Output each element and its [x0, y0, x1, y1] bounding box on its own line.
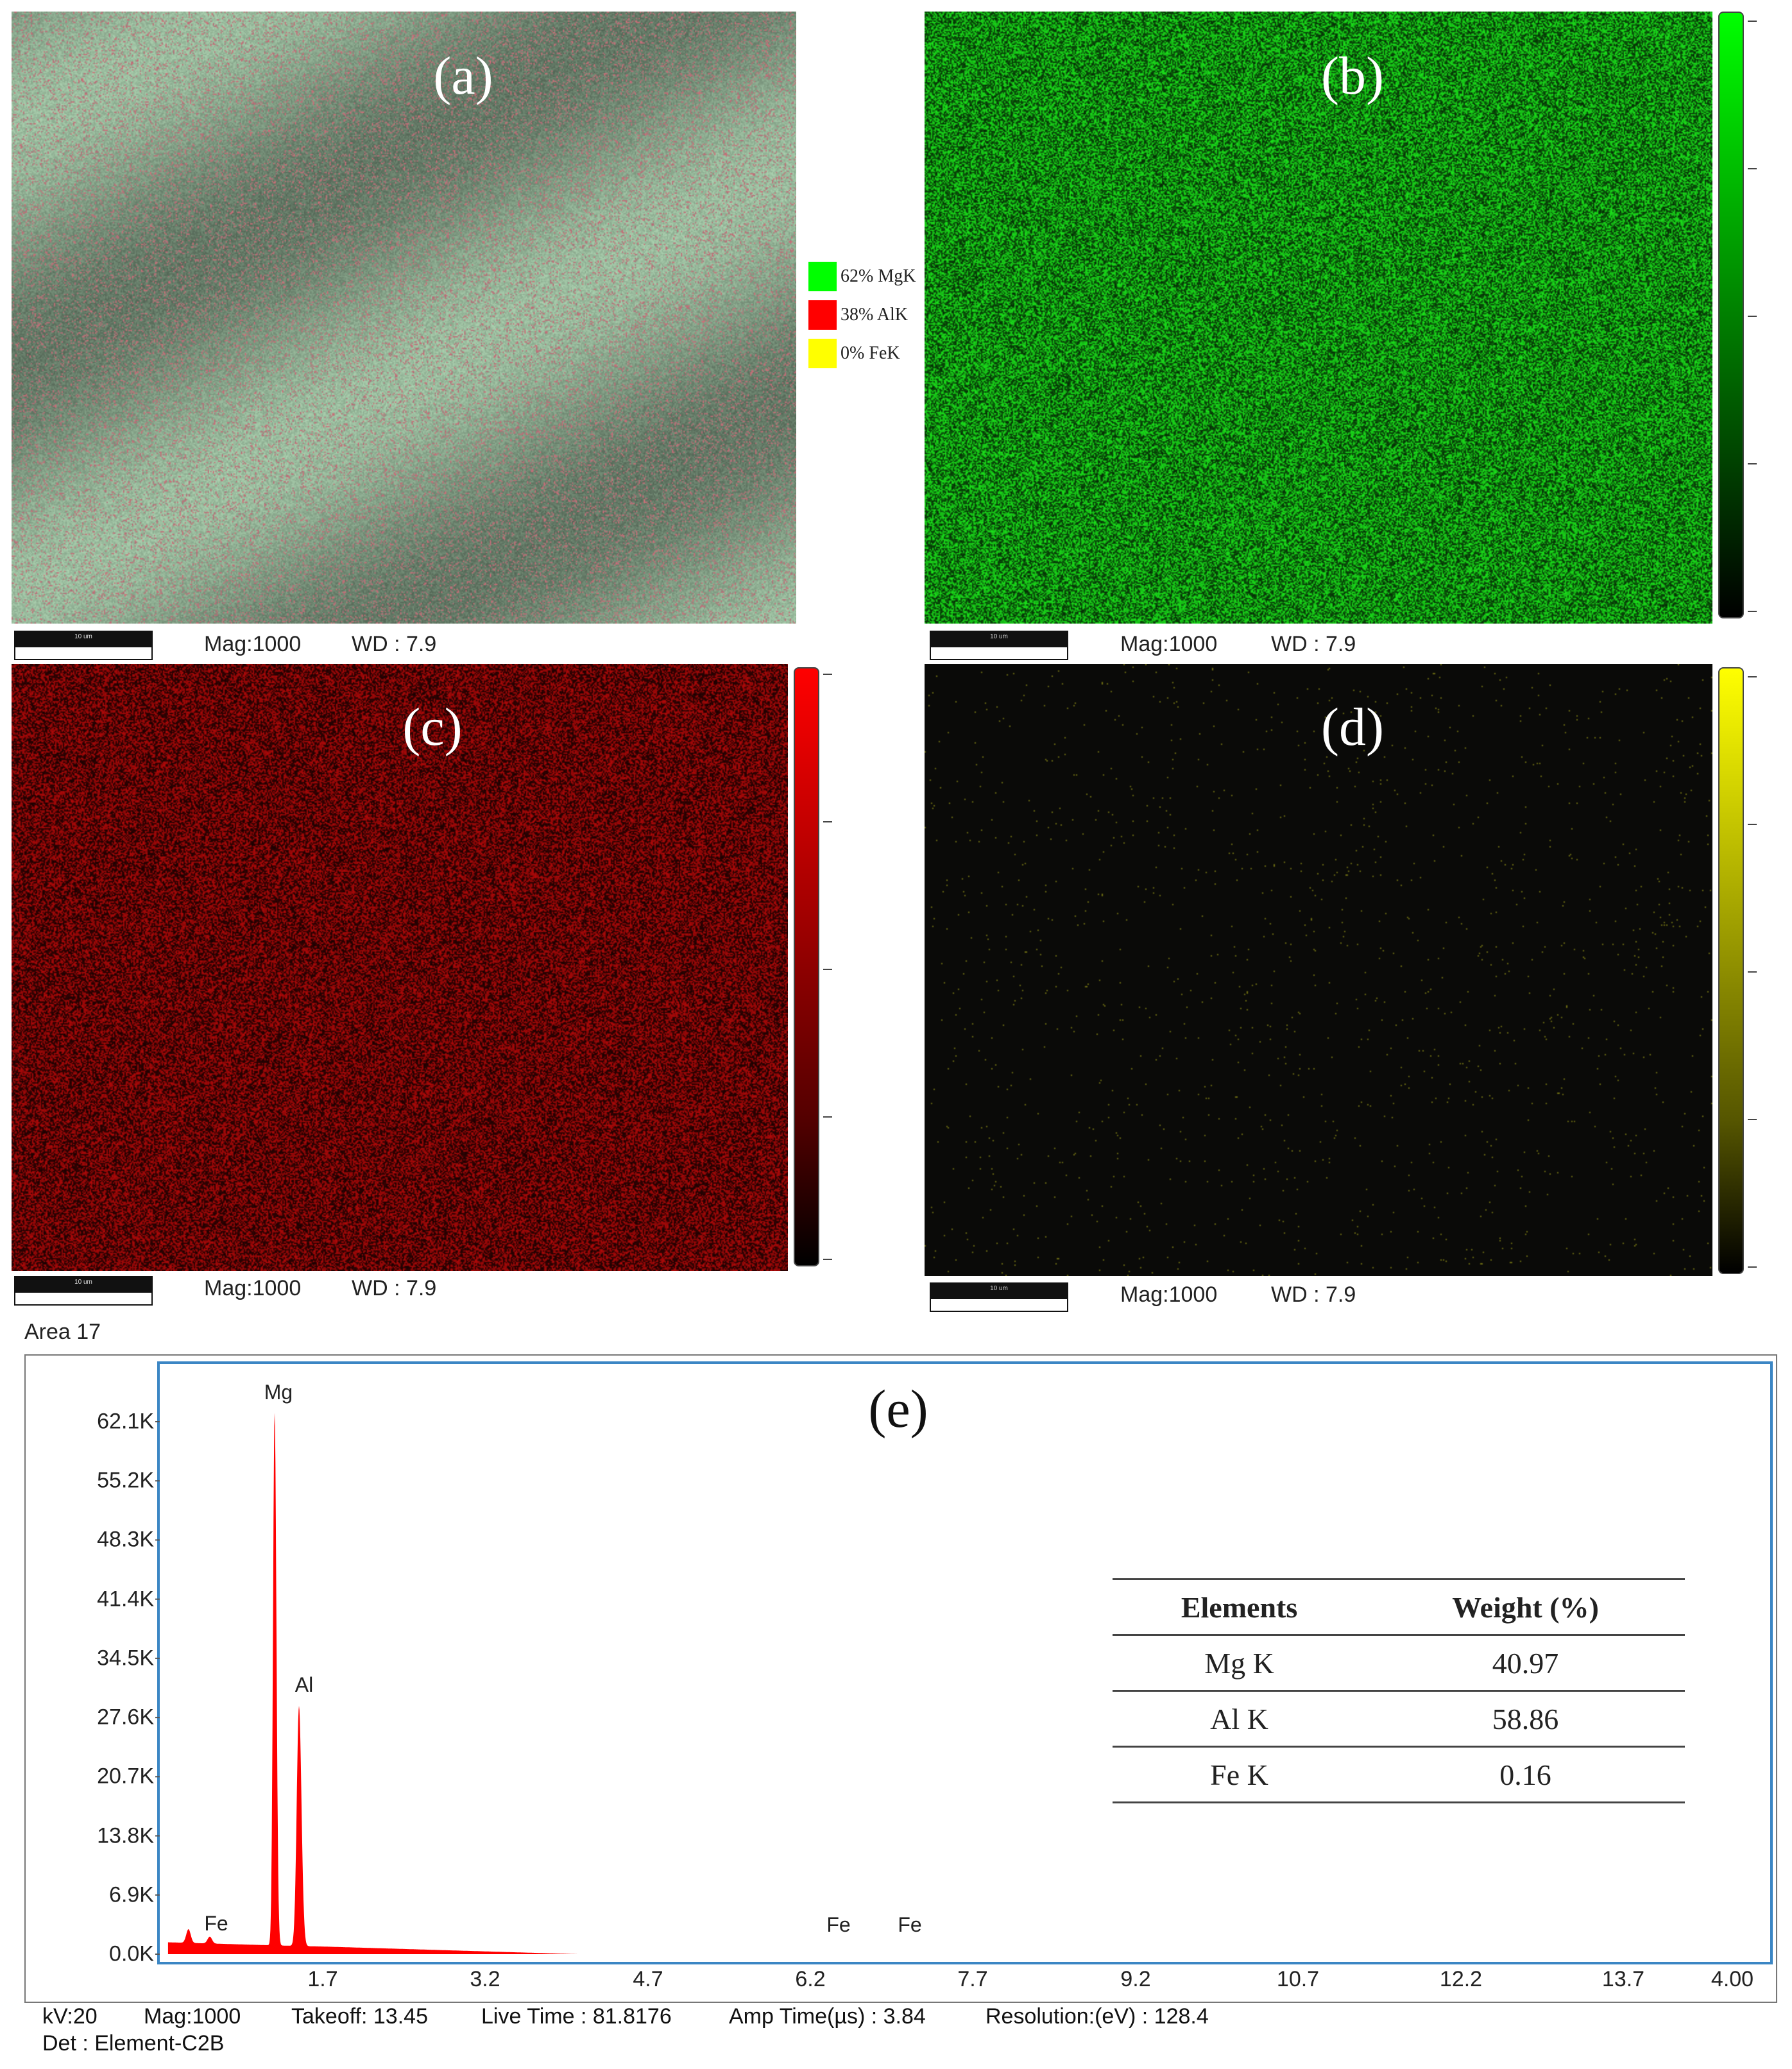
magnification-label: Mag:1000 [204, 632, 302, 656]
x-tick-label: 12.2 [1439, 1967, 1483, 1991]
panel-b-mg-map [925, 12, 1712, 624]
detector-readout: Det : Element-C2B [42, 2031, 225, 2056]
element-legend: 62% MgK 38% AlK 0% FeK [808, 259, 916, 374]
scale-bar: 10 um [14, 631, 153, 660]
table-cell: Fe K [1113, 1746, 1367, 1803]
panel-b-label: (b) [1321, 46, 1384, 106]
table-cell: Mg K [1113, 1635, 1367, 1692]
table-cell: 0.16 [1366, 1746, 1685, 1803]
panel-b-footer: 10 um Mag:1000 WD : 7.9 [925, 627, 1712, 665]
panel-c-footer: 10 um Mag:1000 WD : 7.9 [12, 1273, 788, 1312]
working-distance-label: WD : 7.9 [1271, 632, 1356, 656]
panel-d-footer: 10 um Mag:1000 WD : 7.9 [925, 1280, 1712, 1318]
y-tick-label: 0.0K [109, 1941, 154, 1966]
peak-label-fe: Fe [204, 1912, 228, 1935]
al-color-scale [794, 667, 819, 1266]
legend-item-fe: 0% FeK [808, 336, 916, 371]
column-header: Weight (%) [1366, 1578, 1685, 1636]
table-cell: 58.86 [1366, 1690, 1685, 1748]
amp-time-readout: Amp Time(µs) : 3.84 [729, 2004, 926, 2029]
peak-label-fe: Fe [898, 1913, 922, 1936]
working-distance-label: WD : 7.9 [352, 632, 437, 656]
table-cell: 40.97 [1366, 1635, 1685, 1692]
y-tick-label: 62.1K [97, 1409, 154, 1434]
y-tick-label: 48.3K [97, 1527, 154, 1552]
y-tick-label: 27.6K [97, 1705, 154, 1730]
x-tick-label: 4.00 [1711, 1967, 1754, 1991]
panel-d-fe-map [925, 664, 1712, 1276]
scale-bar: 10 um [14, 1276, 153, 1306]
panel-c-al-map [12, 664, 788, 1271]
live-time-readout: Live Time : 81.8176 [481, 2004, 672, 2029]
color-scale-ticks [1748, 12, 1773, 618]
x-tick-label: 7.7 [957, 1967, 988, 1991]
column-header: Elements [1113, 1578, 1367, 1636]
working-distance-label: WD : 7.9 [352, 1276, 437, 1300]
x-tick-label: 6.2 [795, 1967, 826, 1991]
kv-readout: kV:20 [42, 2004, 98, 2029]
x-tick-label: 9.2 [1120, 1967, 1151, 1991]
x-tick-label: 10.7 [1276, 1967, 1320, 1991]
table-cell: Al K [1113, 1690, 1367, 1748]
table-row: Mg K 40.97 [1113, 1635, 1685, 1692]
y-tick-label: 20.7K [97, 1764, 154, 1789]
panel-a-footer: 10 um Mag:1000 WD : 7.9 [12, 627, 796, 665]
scale-bar: 10 um [930, 1282, 1068, 1312]
spectrum-area [167, 1413, 865, 1954]
magnification-label: Mag:1000 [1120, 632, 1218, 656]
peak-label-fe: Fe [826, 1913, 851, 1936]
y-tick-label: 41.4K [97, 1587, 154, 1612]
y-tick-label: 34.5K [97, 1646, 154, 1671]
spectrum-plot-area [157, 1361, 1773, 1964]
table-row: Al K 58.86 [1113, 1690, 1685, 1748]
x-tick-label: 13.7 [1601, 1967, 1645, 1991]
y-tick-label: 55.2K [97, 1468, 154, 1493]
x-tick-label: 4.7 [633, 1967, 663, 1991]
mag-readout: Mag:1000 [144, 2004, 241, 2029]
scale-bar: 10 um [930, 631, 1068, 660]
x-tick-label: 3.2 [470, 1967, 500, 1991]
magnification-label: Mag:1000 [1120, 1282, 1218, 1307]
magnification-label: Mag:1000 [204, 1276, 302, 1300]
panel-c-label: (c) [402, 697, 463, 757]
mg-color-scale [1718, 12, 1744, 618]
spectrum-frame [24, 1354, 1777, 2003]
legend-item-al: 38% AlK [808, 297, 916, 333]
legend-swatch [808, 339, 837, 368]
panel-d-label: (d) [1321, 697, 1384, 757]
color-scale-ticks [1748, 667, 1773, 1274]
weight-table: Elements Weight (%) Mg K 40.97 Al K 58.8… [1113, 1578, 1685, 1803]
legend-swatch [808, 262, 837, 291]
x-tick-label: 1.7 [307, 1967, 338, 1991]
takeoff-readout: Takeoff: 13.45 [291, 2004, 428, 2029]
peak-label-mg: Mg [264, 1381, 293, 1404]
panel-a-label: (a) [433, 46, 493, 106]
y-tick-label: 13.8K [97, 1823, 154, 1848]
table-row: Fe K 0.16 [1113, 1746, 1685, 1803]
panel-a-overlay-map [12, 12, 796, 624]
color-scale-ticks [823, 667, 849, 1266]
panel-e-label: (e) [868, 1379, 928, 1439]
table-header-row: Elements Weight (%) [1113, 1578, 1685, 1636]
peak-label-al: Al [294, 1673, 314, 1696]
working-distance-label: WD : 7.9 [1271, 1282, 1356, 1307]
resolution-readout: Resolution:(eV) : 128.4 [986, 2004, 1209, 2029]
legend-swatch [808, 300, 837, 330]
legend-item-mg: 62% MgK [808, 259, 916, 294]
fe-color-scale [1718, 667, 1744, 1274]
y-tick-label: 6.9K [109, 1882, 154, 1907]
area-label: Area 17 [24, 1320, 101, 1344]
